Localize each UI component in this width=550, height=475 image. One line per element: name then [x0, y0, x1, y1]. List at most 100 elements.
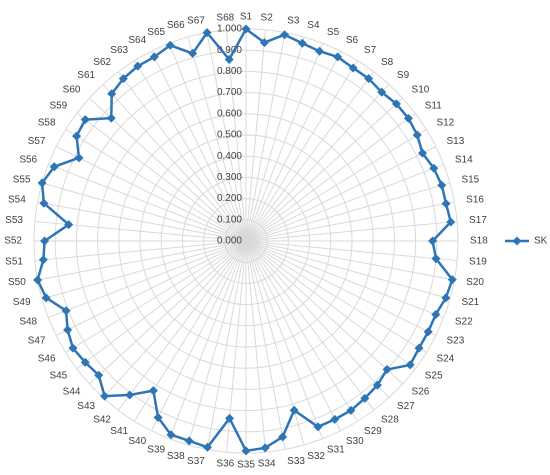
- spoke: [206, 240, 247, 450]
- data-point: [74, 153, 84, 163]
- data-point: [289, 405, 299, 415]
- spoke: [102, 83, 247, 242]
- data-point: [348, 63, 358, 73]
- data-point: [165, 40, 175, 50]
- spoke: [245, 60, 359, 242]
- spoke: [151, 51, 247, 242]
- category-label: S6: [346, 35, 359, 46]
- category-label: S41: [110, 426, 128, 437]
- spoke: [76, 240, 247, 370]
- data-point: [313, 422, 323, 432]
- spoke: [245, 240, 267, 453]
- r-tick-label: 0.300: [217, 172, 242, 183]
- data-point: [148, 386, 158, 396]
- data-point: [118, 74, 128, 84]
- category-label: S29: [364, 426, 382, 437]
- spoke: [245, 43, 324, 242]
- data-point: [100, 391, 110, 401]
- spoke: [245, 182, 451, 242]
- spoke: [168, 240, 247, 439]
- spoke: [245, 240, 436, 336]
- category-label: S55: [13, 174, 31, 185]
- category-label: S44: [63, 387, 81, 398]
- data-point: [403, 113, 413, 123]
- spoke: [245, 32, 286, 242]
- category-label: S34: [258, 459, 276, 470]
- data-point: [107, 89, 117, 99]
- category-label: S28: [381, 414, 399, 425]
- category-label: S43: [77, 401, 95, 412]
- category-label: S15: [461, 174, 479, 185]
- data-point: [38, 255, 48, 265]
- spoke: [41, 182, 247, 242]
- r-tick-label: 0.500: [217, 130, 242, 141]
- category-label: S1: [240, 12, 253, 23]
- data-point: [133, 61, 143, 71]
- data-point: [80, 115, 90, 125]
- spoke: [245, 128, 427, 242]
- category-label: S52: [4, 236, 22, 247]
- data-point: [153, 412, 163, 422]
- data-point: [377, 87, 387, 97]
- data-point: [241, 446, 251, 456]
- category-label: S53: [5, 215, 23, 226]
- category-label: S2: [261, 13, 274, 24]
- data-point: [33, 275, 43, 285]
- category-label: S39: [147, 445, 165, 456]
- category-label: S30: [346, 436, 364, 447]
- spoke: [225, 29, 247, 242]
- data-point: [184, 436, 194, 446]
- category-label: S5: [327, 27, 340, 38]
- data-point: [414, 343, 424, 353]
- spoke: [245, 240, 451, 300]
- category-label: S25: [425, 371, 443, 382]
- r-tick-label: 0.700: [217, 87, 242, 98]
- category-label: S33: [287, 456, 305, 467]
- spoke: [245, 83, 390, 242]
- data-point: [333, 52, 343, 62]
- category-label: S64: [128, 35, 146, 46]
- data-point: [106, 113, 116, 123]
- data-point: [39, 198, 49, 208]
- data-point: [166, 430, 176, 440]
- data-point: [63, 325, 73, 335]
- category-label: S8: [381, 57, 394, 68]
- category-label: S62: [93, 57, 111, 68]
- data-point: [225, 413, 235, 423]
- data-point: [297, 38, 307, 48]
- spoke: [206, 32, 247, 242]
- spoke: [245, 97, 404, 242]
- spoke: [88, 240, 247, 385]
- data-point: [41, 293, 51, 303]
- category-label: S35: [237, 460, 255, 471]
- category-label: S12: [436, 118, 454, 129]
- spoke: [245, 201, 455, 242]
- legend-marker: [512, 236, 522, 246]
- spoke: [37, 201, 247, 242]
- category-label: S27: [397, 401, 415, 412]
- spoke: [65, 128, 247, 242]
- category-label: S66: [167, 20, 185, 31]
- spoke: [56, 146, 247, 242]
- spoke: [245, 240, 455, 281]
- spoke: [245, 240, 458, 262]
- spoke: [48, 240, 247, 319]
- category-label: S57: [28, 136, 46, 147]
- category-label: S50: [8, 277, 26, 288]
- spoke: [187, 36, 247, 242]
- category-label: S45: [49, 371, 67, 382]
- data-point: [40, 236, 50, 246]
- data-point: [68, 343, 78, 353]
- r-tick-label: 0.100: [217, 214, 242, 225]
- data-point: [391, 99, 401, 109]
- spoke: [245, 240, 444, 319]
- category-label: S61: [77, 70, 95, 81]
- data-point: [202, 442, 212, 452]
- category-label: S3: [287, 15, 300, 26]
- data-point: [412, 130, 422, 140]
- data-point: [360, 393, 370, 403]
- data-point: [125, 390, 135, 400]
- spoke: [41, 240, 247, 300]
- data-point: [241, 24, 251, 34]
